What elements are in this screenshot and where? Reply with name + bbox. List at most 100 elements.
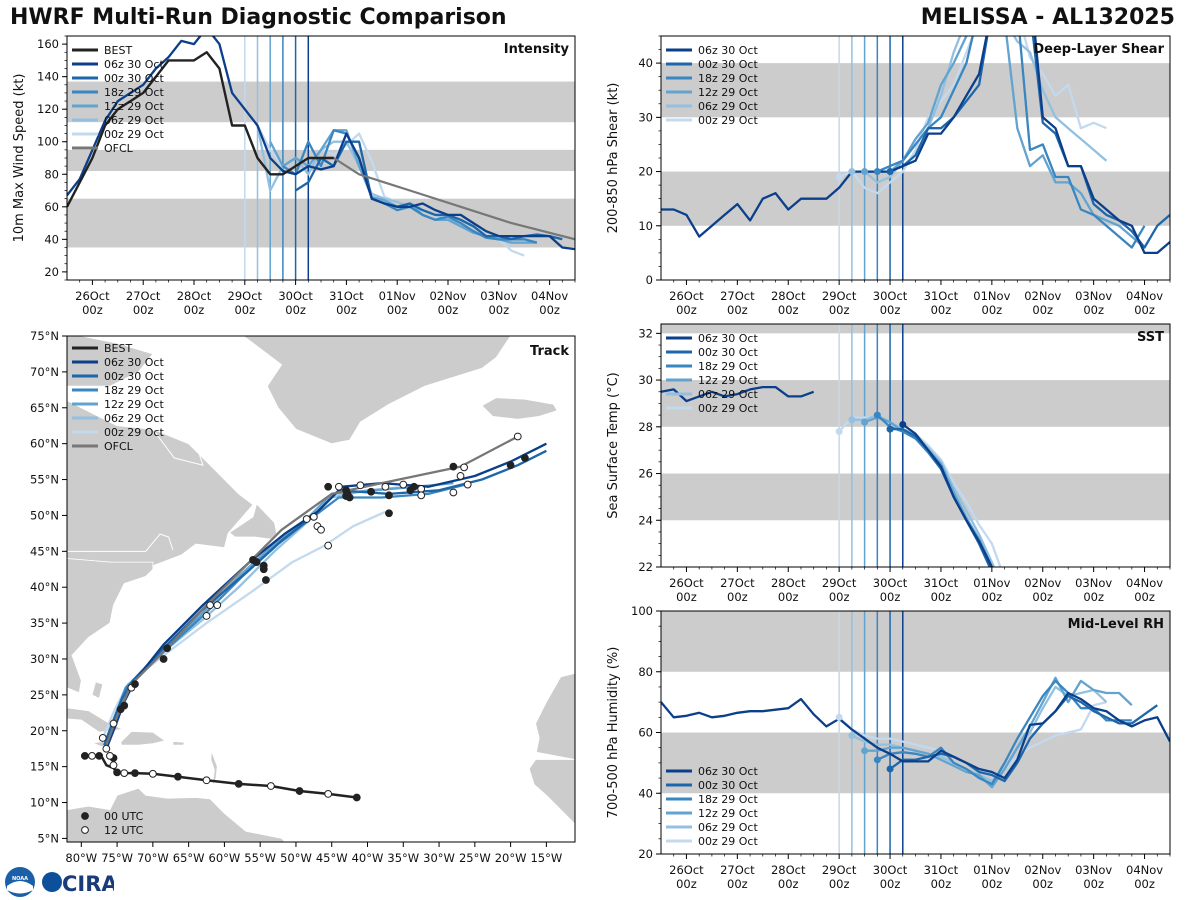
rh-xtick-label: 00z bbox=[982, 877, 1003, 891]
marker-00utc bbox=[113, 768, 121, 777]
marker-00utc bbox=[352, 793, 361, 802]
intensity-ytick-label: 40 bbox=[44, 232, 59, 246]
shear-legend-label: 18z 29 Oct bbox=[698, 72, 758, 85]
sst-band-0 bbox=[661, 473, 1170, 521]
shear-ylabel: 200-850 hPa Shear (kt) bbox=[606, 83, 621, 234]
sst-legend-label: 00z 30 Oct bbox=[698, 346, 758, 359]
sst-init-marker bbox=[835, 427, 843, 435]
cira-globe-icon bbox=[42, 872, 62, 892]
sst-init-marker bbox=[899, 420, 907, 428]
track-xtick-label: 70°W bbox=[137, 851, 169, 865]
marker-12utc bbox=[317, 525, 325, 534]
intensity-legend-label: 06z 29 Oct bbox=[104, 114, 164, 127]
rh-init-marker bbox=[873, 756, 881, 764]
shear-series-00z-29-oct bbox=[838, 36, 1107, 195]
marker-00utc bbox=[410, 482, 418, 491]
rh-title: Mid-Level RH bbox=[1068, 617, 1164, 632]
marker-00utc bbox=[159, 655, 168, 663]
rh-ytick-label: 100 bbox=[631, 604, 653, 618]
land-bahamas bbox=[91, 681, 104, 700]
rh-xtick-label: 03Nov bbox=[1075, 863, 1112, 877]
shear-xtick-label: 00z bbox=[1032, 303, 1053, 317]
rh-init-marker bbox=[835, 713, 843, 721]
intensity-legend-label: 06z 30 Oct bbox=[104, 58, 164, 71]
shear-legend-label: 00z 30 Oct bbox=[698, 58, 758, 71]
track-xtick-label: 65°W bbox=[173, 851, 205, 865]
rh-xtick-label: 29Oct bbox=[822, 863, 857, 877]
rh-xtick-label: 04Nov bbox=[1126, 863, 1163, 877]
track-ytick-label: 60°N bbox=[30, 437, 59, 451]
intensity-legend-label: 18z 29 Oct bbox=[104, 86, 164, 99]
marker-12utc bbox=[324, 790, 333, 798]
shear-plot-area bbox=[661, 36, 1170, 280]
track-xtick-label: 35°W bbox=[387, 851, 419, 865]
marker-00utc bbox=[449, 462, 458, 471]
rh-xtick-label: 01Nov bbox=[973, 863, 1010, 877]
rh-series-06z-30-oct bbox=[661, 691, 1170, 780]
sst-legend-label: 06z 29 Oct bbox=[698, 388, 758, 401]
land-hispaniola bbox=[120, 731, 166, 746]
rh-xtick-label: 00z bbox=[676, 877, 697, 891]
sst-init-marker bbox=[873, 411, 881, 419]
sst-xtick-label: 31Oct bbox=[924, 576, 959, 590]
shear-series-18z-29-oct bbox=[876, 36, 1146, 249]
shear-ytick-label: 40 bbox=[638, 56, 653, 70]
sst-xtick-label: 29Oct bbox=[822, 576, 857, 590]
rh-xtick-label: 00z bbox=[1032, 877, 1053, 891]
marker-12utc bbox=[324, 541, 333, 550]
shear-legend-label: 06z 29 Oct bbox=[698, 100, 758, 113]
intensity-ytick-label: 140 bbox=[37, 70, 59, 84]
sst-ytick-label: 26 bbox=[638, 467, 653, 481]
marker-00utc bbox=[259, 565, 268, 574]
track-xtick-label: 75°W bbox=[101, 851, 133, 865]
track-frame bbox=[66, 335, 576, 843]
marker-00utc bbox=[174, 772, 182, 781]
land-antilles bbox=[210, 750, 218, 787]
rh-xtick-label: 00z bbox=[1083, 877, 1104, 891]
shear-series-06z-29-oct bbox=[851, 36, 1108, 184]
track-legend-label: 00z 29 Oct bbox=[104, 426, 164, 439]
marker-12utc bbox=[120, 769, 129, 777]
intensity-legend-label: 00z 29 Oct bbox=[104, 128, 164, 141]
marker-00utc bbox=[367, 487, 375, 496]
marker-12utc bbox=[456, 472, 465, 480]
track-xtick-label: 45°W bbox=[316, 851, 348, 865]
intensity-xtick-label: 00z bbox=[82, 303, 103, 317]
rh-xtick-label: 00z bbox=[1134, 877, 1155, 891]
intensity-ytick-label: 80 bbox=[44, 167, 59, 181]
rh-xtick-label: 02Nov bbox=[1024, 863, 1061, 877]
rh-init-marker bbox=[861, 747, 869, 755]
intensity-xtick-label: 02Nov bbox=[429, 289, 466, 303]
shear-legend-label: 12z 29 Oct bbox=[698, 86, 758, 99]
marker-12utc bbox=[109, 761, 118, 770]
shear-xtick-label: 00z bbox=[880, 303, 901, 317]
shear-legend-label: 06z 30 Oct bbox=[698, 44, 758, 57]
track-legend-label: 00z 30 Oct bbox=[104, 370, 164, 383]
shear-ytick-label: 0 bbox=[646, 273, 653, 287]
shear-series-12z-29-oct bbox=[864, 36, 1146, 249]
rh-ytick-label: 20 bbox=[638, 847, 653, 861]
shear-xtick-label: 28Oct bbox=[771, 289, 806, 303]
intensity-xtick-label: 04Nov bbox=[531, 289, 568, 303]
marker-12utc bbox=[98, 734, 107, 742]
shear-ytick-label: 30 bbox=[638, 110, 653, 124]
sst-title: SST bbox=[1137, 330, 1164, 345]
intensity-xtick-label: 30Oct bbox=[278, 289, 313, 303]
marker-12utc bbox=[206, 601, 214, 610]
shear-xtick-label: 01Nov bbox=[973, 289, 1010, 303]
shear-band-1 bbox=[661, 63, 1170, 118]
sst-xtick-label: 04Nov bbox=[1126, 576, 1163, 590]
rh-ytick-label: 40 bbox=[638, 786, 653, 800]
marker-12utc bbox=[267, 782, 275, 790]
rh-xtick-label: 00z bbox=[727, 877, 748, 891]
shear-xtick-label: 00z bbox=[982, 303, 1003, 317]
land-greenland bbox=[131, 336, 512, 445]
track-xtick-label: 55°W bbox=[244, 851, 276, 865]
marker-12utc bbox=[381, 482, 390, 491]
marker-12utc bbox=[302, 515, 311, 523]
track-ytick-label: 15°N bbox=[30, 760, 59, 774]
sst-xtick-label: 27Oct bbox=[720, 576, 755, 590]
track-plot-area bbox=[67, 336, 575, 842]
noaa-cira-logo: NOAA CIRA bbox=[5, 867, 114, 897]
